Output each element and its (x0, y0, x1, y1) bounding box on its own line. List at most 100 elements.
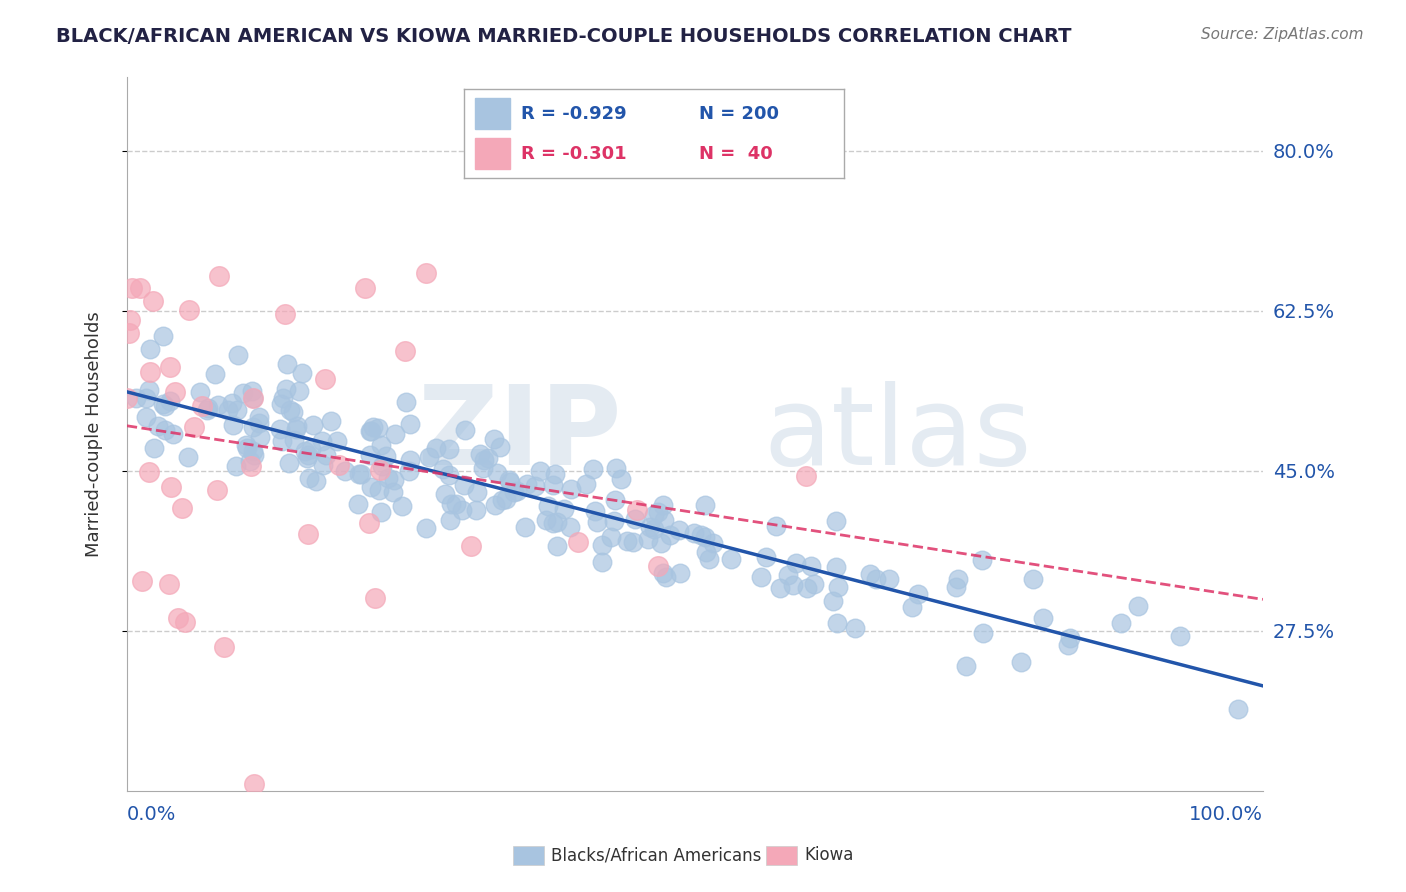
Point (242, 420, 264, 434)
Point (643, 522, 665, 536)
Y-axis label: Married-couple Households: Married-couple Households (86, 311, 103, 557)
Point (470, 447, 492, 461)
Point (284, 422, 307, 436)
Point (370, 438, 392, 452)
Point (328, 458, 350, 472)
Text: Kiowa: Kiowa (804, 847, 853, 864)
Point (669, 566, 692, 581)
Point (778, 567, 800, 582)
Point (824, 560, 846, 574)
Point (446, 497, 468, 511)
Point (638, 520, 661, 534)
Point (485, 466, 508, 480)
Point (859, 566, 882, 581)
Point (269, 422, 291, 436)
Point (503, 485, 526, 500)
Point (471, 461, 494, 475)
Text: ZIP: ZIP (418, 381, 621, 488)
Point (824, 514, 846, 528)
Point (159, 360, 181, 375)
Point (1010, 655, 1032, 669)
Point (312, 458, 335, 472)
Point (624, 512, 647, 526)
Point (529, 464, 551, 478)
Point (439, 497, 461, 511)
Point (972, 553, 994, 567)
Point (647, 505, 669, 519)
Text: N = 200: N = 200 (699, 104, 779, 123)
Point (118, 313, 141, 327)
Point (693, 530, 716, 544)
Point (370, 505, 392, 519)
Point (398, 465, 420, 479)
Point (208, 268, 231, 283)
Point (785, 556, 807, 570)
Point (647, 559, 669, 574)
Point (434, 487, 457, 501)
Point (825, 616, 848, 631)
Point (1126, 599, 1149, 613)
Point (1109, 615, 1132, 630)
Point (135, 392, 157, 406)
Point (274, 307, 297, 321)
Point (280, 403, 302, 417)
Point (232, 385, 254, 400)
Point (287, 419, 309, 434)
Point (605, 460, 627, 475)
Point (315, 448, 337, 462)
Point (560, 483, 582, 497)
Point (394, 344, 416, 359)
Point (464, 502, 486, 516)
Point (278, 456, 301, 470)
Point (167, 611, 190, 625)
Point (800, 559, 823, 574)
Point (195, 403, 218, 417)
Point (391, 499, 413, 513)
Point (370, 458, 392, 473)
Point (546, 516, 568, 530)
Point (553, 501, 575, 516)
Point (240, 384, 263, 398)
Point (236, 441, 259, 455)
Point (319, 414, 342, 428)
Point (582, 462, 605, 476)
Point (311, 434, 333, 449)
Point (297, 527, 319, 541)
Point (212, 640, 235, 655)
Point (242, 391, 264, 405)
Point (720, 552, 742, 566)
Point (451, 503, 474, 517)
Point (249, 430, 271, 444)
Point (399, 453, 422, 467)
Point (242, 444, 264, 458)
Point (1056, 638, 1078, 652)
Point (325, 434, 347, 448)
Point (298, 471, 321, 485)
Point (484, 498, 506, 512)
Point (655, 570, 678, 584)
Point (153, 400, 176, 414)
Point (359, 448, 381, 462)
Point (643, 508, 665, 522)
Point (506, 483, 529, 498)
Point (295, 450, 318, 465)
Point (541, 478, 564, 492)
Point (399, 417, 422, 432)
Point (276, 357, 298, 371)
Point (610, 472, 633, 486)
Point (247, 416, 270, 430)
Point (652, 566, 675, 580)
Point (135, 410, 157, 425)
Point (142, 293, 165, 308)
Point (765, 519, 787, 533)
Point (491, 492, 513, 507)
Point (668, 523, 690, 537)
Point (207, 398, 229, 412)
Point (359, 516, 381, 530)
Point (499, 475, 522, 489)
Point (243, 777, 266, 791)
Point (844, 621, 866, 635)
Point (177, 303, 200, 318)
Point (689, 527, 711, 541)
Point (683, 525, 706, 540)
